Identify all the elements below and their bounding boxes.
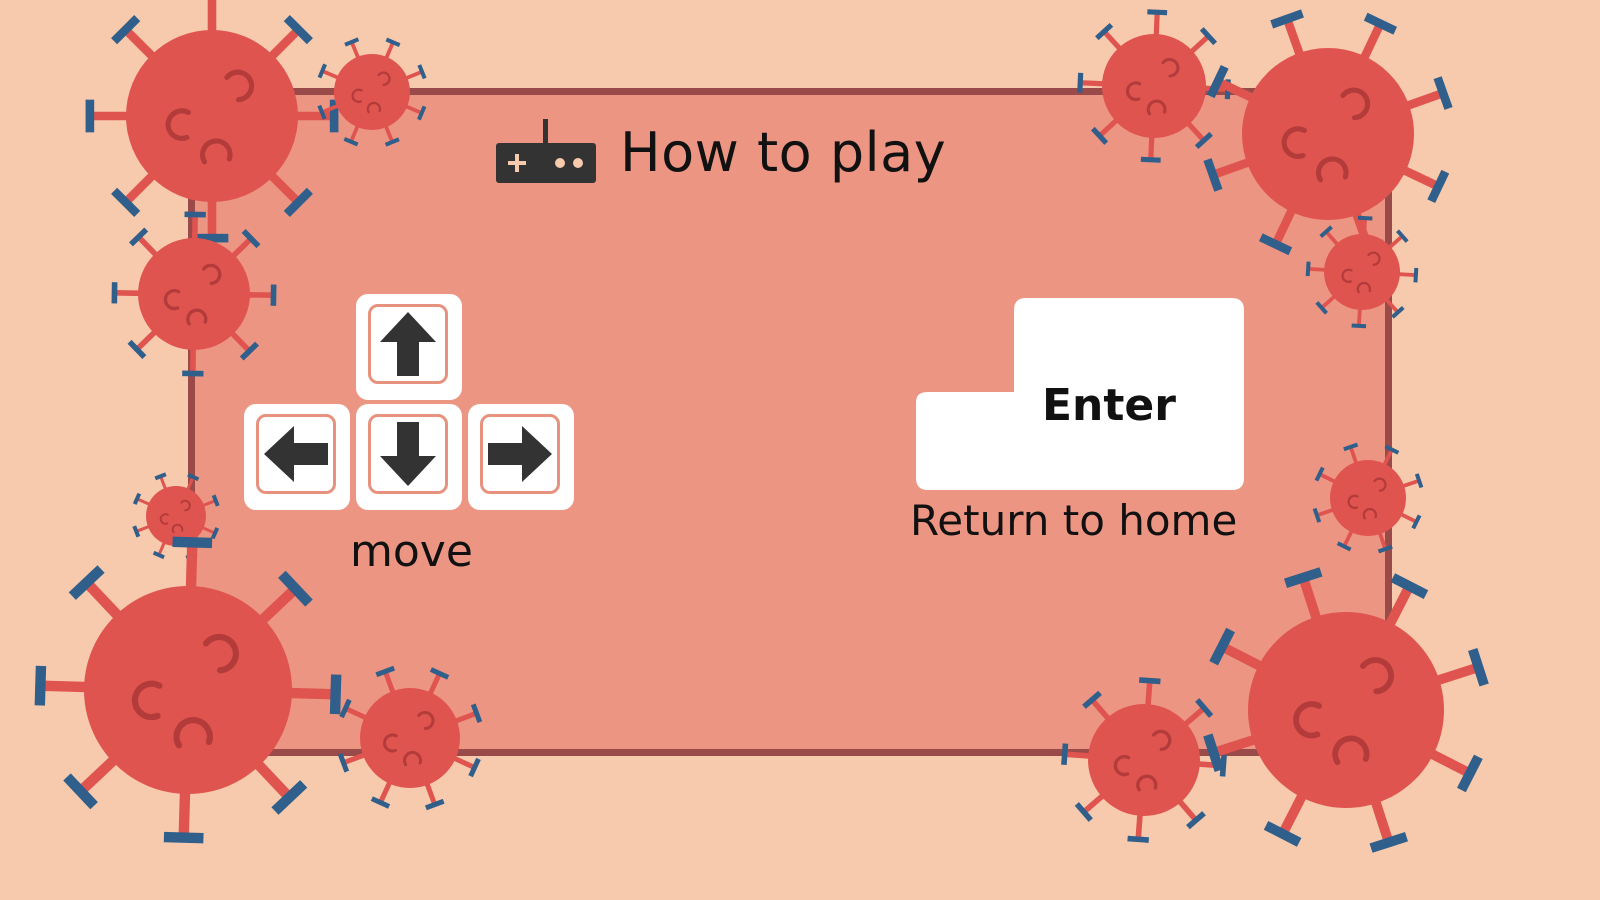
right-arrow-icon [488, 426, 552, 482]
right-arrow-key [468, 404, 574, 510]
move-label: move [350, 526, 473, 577]
return-home-label: Return to home [910, 496, 1238, 545]
enter-key [916, 298, 1244, 490]
up-arrow-key [356, 294, 462, 400]
left-arrow-key [244, 404, 350, 510]
enter-key-label: Enter [1042, 380, 1176, 431]
title-row: How to play [496, 112, 946, 192]
page-title: How to play [620, 120, 947, 184]
left-arrow-icon [264, 426, 328, 482]
down-arrow-key [356, 404, 462, 510]
down-arrow-icon [380, 422, 436, 486]
up-arrow-icon [380, 312, 436, 376]
gamepad-icon [496, 119, 596, 183]
